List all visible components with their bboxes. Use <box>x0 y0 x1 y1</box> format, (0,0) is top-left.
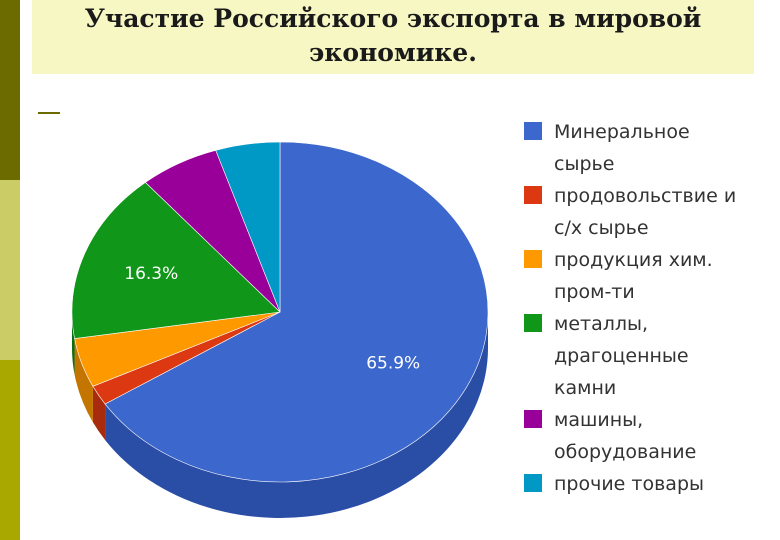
pie-slice-4 <box>71 181 281 339</box>
left-bar-segment-bottom <box>0 360 20 540</box>
pie-slices <box>71 141 489 483</box>
legend-label-3: продукция хим. <box>554 249 713 271</box>
legend-label-3: пром-ти <box>554 281 635 303</box>
legend-label-5: оборудование <box>554 441 696 463</box>
pie-side-2 <box>92 386 106 440</box>
legend-label-1: сырье <box>554 153 614 175</box>
left-decor-bar <box>0 0 20 540</box>
value-label-4: 16.3% <box>124 264 178 284</box>
legend-label-1: Минеральное <box>554 121 690 143</box>
pie-side-3 <box>74 338 93 423</box>
slide-title: Участие Российского экспорта в мировой э… <box>84 4 702 67</box>
left-bar-segment-top <box>0 0 20 180</box>
legend-label-2: продовольствие и <box>554 185 736 207</box>
legend-swatch-3 <box>524 250 542 268</box>
legend-swatch-2 <box>524 186 542 204</box>
title-box: Участие Российского экспорта в мировой э… <box>32 0 754 74</box>
legend-label-2: с/х сырье <box>554 217 649 239</box>
legend-label-6: прочие товары <box>554 473 704 495</box>
legend-swatch-4 <box>524 314 542 332</box>
pie-slice-6 <box>215 141 281 313</box>
legend-label-5: машины, <box>554 409 643 431</box>
value-label-1: 65.9% <box>366 353 420 373</box>
legend-label-4: металлы, <box>554 313 648 335</box>
legend-label-4: драгоценные <box>554 345 689 367</box>
pie-slice-1 <box>104 141 489 483</box>
legend-swatch-6 <box>524 474 542 492</box>
legend: Минеральное сырье продовольствие и с/х сырь… <box>524 121 736 495</box>
legend-swatch-5 <box>524 410 542 428</box>
legend-label-4: камни <box>554 377 616 399</box>
pie-side-1 <box>105 312 489 519</box>
bullet-dash <box>38 112 60 114</box>
legend-swatch-1 <box>524 122 542 140</box>
left-bar-segment-middle <box>0 180 20 360</box>
